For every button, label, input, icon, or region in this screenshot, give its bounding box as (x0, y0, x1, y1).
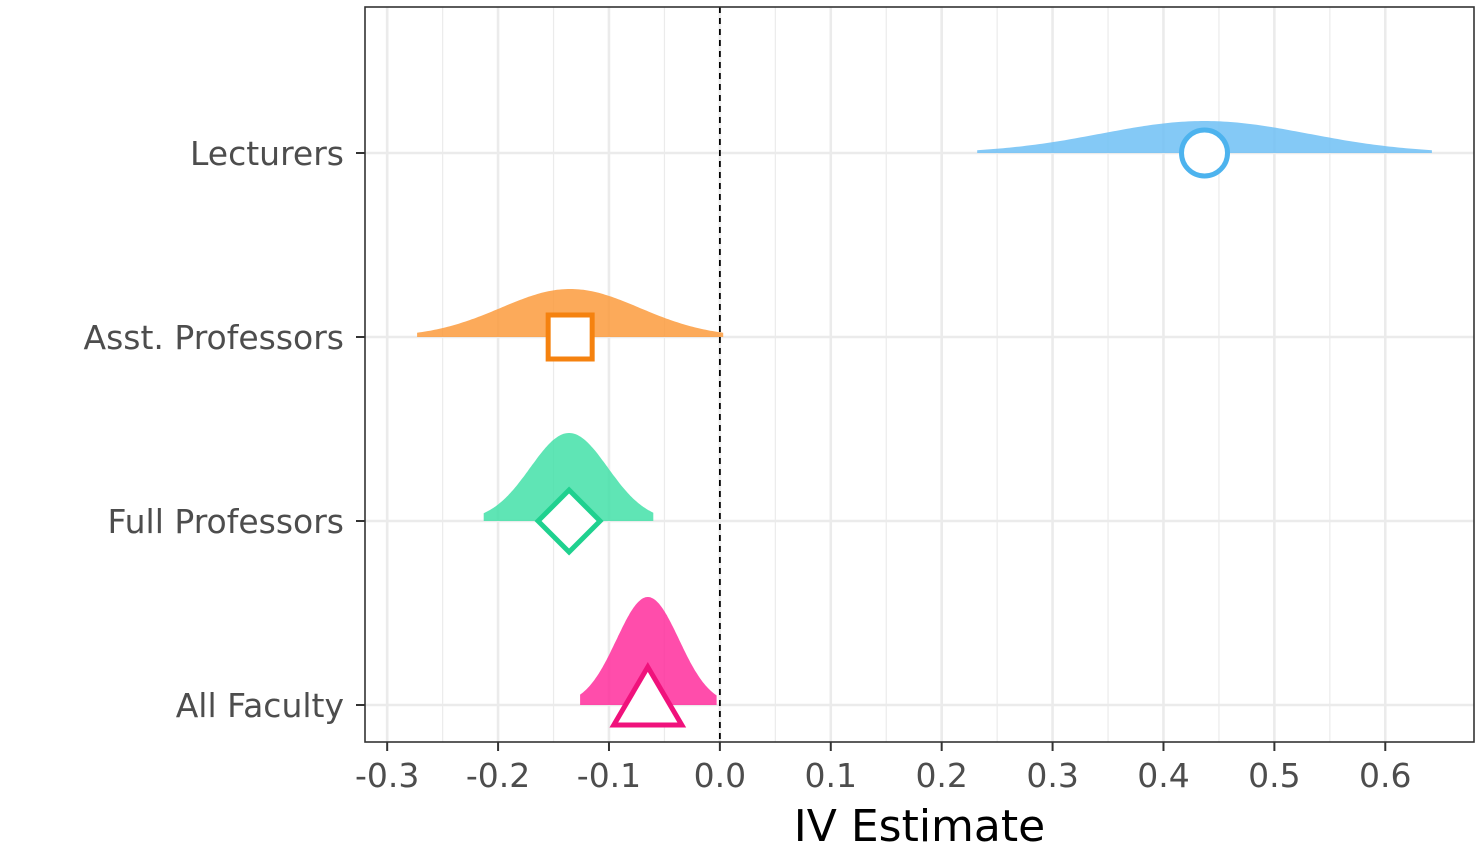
grid-minor (442, 7, 1331, 742)
x-tick-label: -0.2 (466, 756, 530, 795)
x-tick-label: 0.5 (1248, 756, 1300, 795)
x-tick-label: 0.0 (694, 756, 746, 795)
density-all-faculty (580, 597, 717, 705)
density-full-professors (483, 433, 654, 521)
x-tick-label: 0.1 (805, 756, 857, 795)
x-tick-label: 0.2 (915, 756, 967, 795)
x-tick-label: 0.4 (1137, 756, 1189, 795)
x-tick-label: -0.3 (355, 756, 419, 795)
y-axis: Lecturers Asst. Professors Full Professors… (84, 134, 365, 725)
marker-triangle (609, 662, 687, 728)
y-tick-label: Asst. Professors (84, 318, 345, 357)
panel-border (364, 6, 1475, 743)
y-tick-label: Full Professors (107, 502, 344, 541)
x-tick-label: 0.6 (1359, 756, 1411, 795)
grid-major (365, 7, 1474, 742)
marker-diamond (534, 486, 604, 556)
marker-square (545, 312, 595, 362)
marker-circle (1179, 127, 1231, 179)
y-tick-label: All Faculty (176, 686, 344, 725)
x-tick-label: -0.1 (577, 756, 641, 795)
density-layer (417, 121, 1432, 705)
marker-layer (534, 127, 1231, 728)
x-tick-label: 0.3 (1026, 756, 1078, 795)
x-axis: -0.3 -0.2 -0.1 0.0 0.1 0.2 0.3 0.4 0.5 0.6 (355, 742, 1412, 795)
x-axis-title: IV Estimate (794, 801, 1045, 850)
y-tick-label: Lecturers (190, 134, 344, 173)
